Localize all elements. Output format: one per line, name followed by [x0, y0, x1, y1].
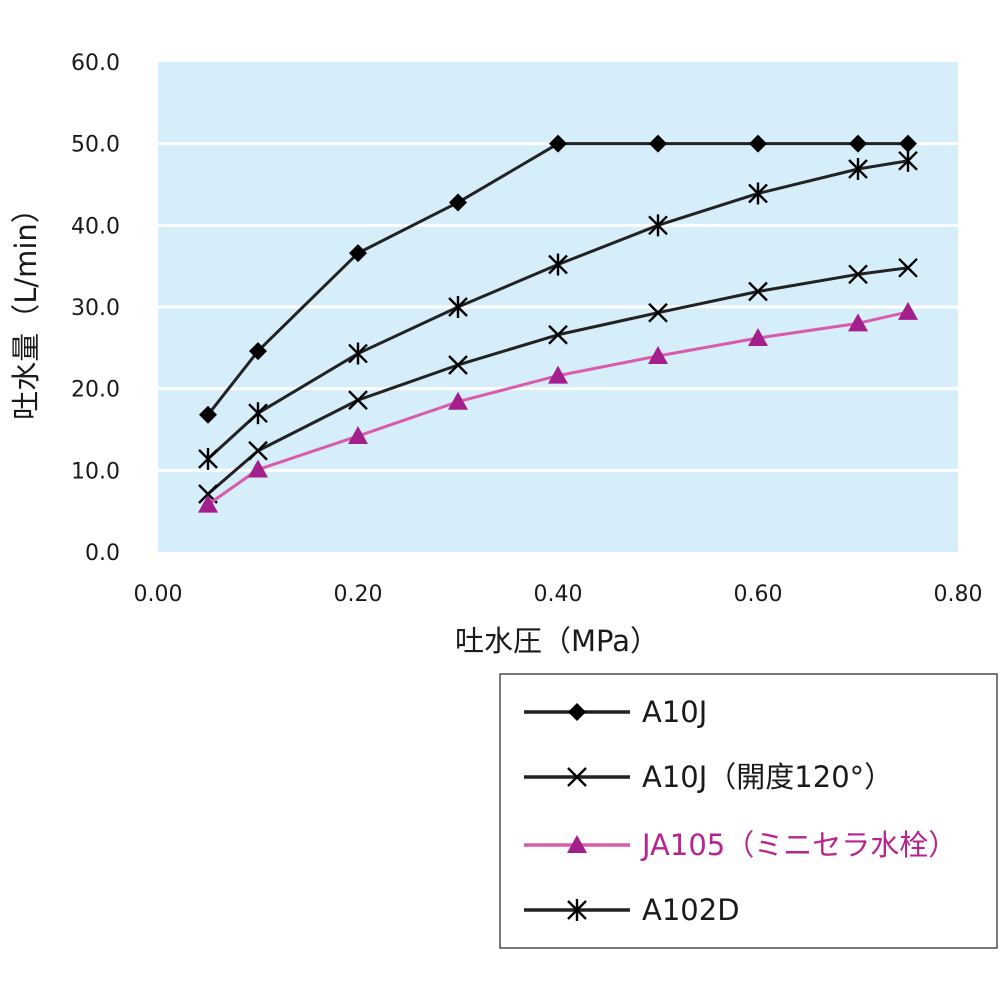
- data-point: [348, 390, 368, 410]
- legend-label: A10J（開度120°）: [642, 760, 893, 794]
- x-tick-label: 0.80: [934, 582, 983, 607]
- legend-entries: A10J A10J（開度120°） JA105（ミニセラ水栓） A102D: [524, 695, 957, 927]
- data-point: [898, 301, 918, 320]
- legend-label: A102D: [642, 893, 740, 927]
- data-point: [248, 402, 268, 425]
- data-point: [448, 355, 468, 375]
- data-point: [748, 182, 768, 205]
- data-point: [748, 281, 768, 302]
- data-point: [899, 134, 917, 153]
- data-point: [649, 134, 667, 153]
- marker-stroke: [648, 302, 668, 323]
- y-axis-title: 吐水量（L/min）: [9, 194, 43, 420]
- data-point: [548, 365, 568, 384]
- data-point: [348, 426, 368, 445]
- legend-entry: A10J（開度120°）: [524, 760, 893, 794]
- y-tick-label: 60.0: [71, 51, 120, 76]
- data-point: [549, 134, 567, 153]
- legend-entry: A10J: [524, 695, 707, 729]
- data-point: [248, 440, 268, 461]
- gridlines: [158, 142, 958, 472]
- y-tick-label: 0.0: [85, 541, 120, 566]
- legend-box: [499, 673, 998, 949]
- data-point: [449, 193, 467, 212]
- y-tick-label: 40.0: [71, 214, 120, 239]
- data-point: [199, 405, 217, 424]
- marker-stroke: [748, 281, 768, 302]
- data-point: [448, 391, 468, 410]
- marker-stroke: [348, 390, 368, 410]
- data-point: [198, 447, 218, 470]
- y-tick-label: 10.0: [71, 459, 120, 484]
- marker-stroke: [898, 257, 918, 278]
- x-tick-label: 0.40: [534, 582, 583, 607]
- data-point: [198, 494, 218, 513]
- data-point: [648, 214, 668, 237]
- data-point: [848, 264, 868, 285]
- marker-stroke: [248, 440, 268, 461]
- legend: A10J A10J（開度120°） JA105（ミニセラ水栓） A102D: [499, 673, 998, 949]
- marker-stroke: [848, 264, 868, 285]
- marker-stroke: [548, 324, 568, 345]
- y-tick-label: 20.0: [71, 378, 120, 403]
- data-point: [248, 459, 268, 478]
- x-tick-labels: 0.00 0.20 0.40 0.60 0.80: [134, 582, 983, 607]
- data-point: [749, 134, 767, 153]
- marker-stroke: [198, 484, 218, 504]
- marker-stroke: [567, 767, 587, 787]
- series-3: [198, 149, 918, 470]
- y-tick-label: 50.0: [71, 133, 120, 158]
- legend-entry: A102D: [524, 893, 740, 927]
- data-point: [848, 313, 868, 332]
- x-tick-label: 0.60: [734, 582, 783, 607]
- marker-stroke: [448, 355, 468, 375]
- data-point: [648, 302, 668, 323]
- series-1: [198, 257, 918, 504]
- y-tick-label: 30.0: [71, 296, 120, 321]
- data-point: [848, 157, 868, 180]
- triangle-marker: [567, 835, 587, 853]
- asterisk-marker: [567, 899, 587, 921]
- legend-label: JA105（ミニセラ水栓）: [640, 828, 957, 862]
- x-axis-title: 吐水圧（MPa）: [455, 624, 659, 658]
- data-point: [548, 324, 568, 345]
- data-point: [898, 149, 918, 172]
- x-marker: [567, 767, 587, 787]
- data-point: [648, 346, 668, 364]
- y-tick-labels: 0.0 10.0 20.0 30.0 40.0 50.0 60.0: [71, 51, 120, 566]
- legend-label: A10J: [642, 695, 707, 729]
- data-point: [849, 134, 867, 153]
- data-point: [349, 244, 367, 263]
- x-tick-label: 0.00: [134, 582, 183, 607]
- x-tick-label: 0.20: [334, 582, 383, 607]
- data-point: [748, 328, 768, 347]
- data-point: [898, 257, 918, 278]
- diamond-marker: [568, 703, 586, 721]
- data-point: [548, 253, 568, 276]
- series-2: [198, 301, 918, 513]
- series-layer: [198, 134, 918, 513]
- data-point: [249, 342, 267, 361]
- data-point: [348, 342, 368, 365]
- legend-entry: JA105（ミニセラ水栓）: [524, 828, 957, 862]
- series-0: [199, 134, 917, 424]
- data-point: [448, 296, 468, 318]
